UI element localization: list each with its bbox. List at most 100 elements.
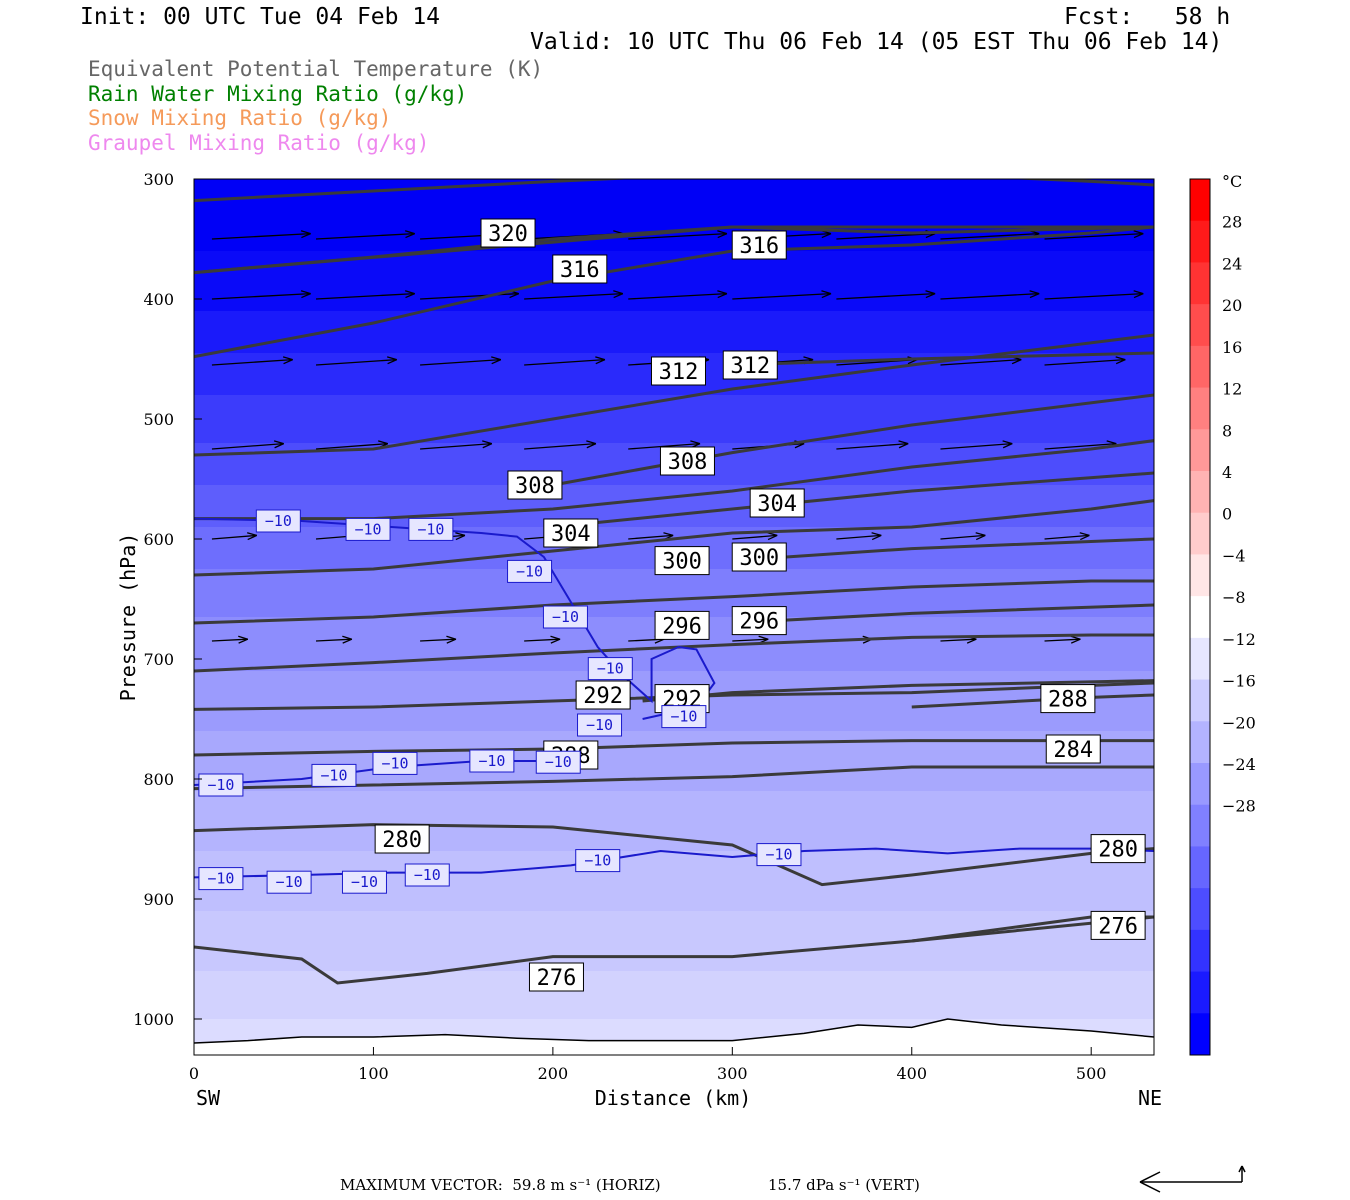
theta-e-label: 280 (374, 824, 430, 854)
svg-text:300: 300 (662, 550, 702, 575)
y-tick-label: 800 (143, 770, 174, 789)
wind-arrow (1044, 230, 1144, 240)
wind-arrow (836, 532, 882, 541)
legend-snow: Snow Mixing Ratio (g/kg) (88, 106, 392, 130)
temperature-shading (194, 179, 1154, 1055)
wind-arrow (211, 290, 311, 300)
theta-e-label: 316 (731, 230, 787, 260)
svg-text:288: 288 (1048, 688, 1088, 713)
colorbar-swatch (1190, 971, 1210, 1014)
svg-text:−10: −10 (478, 752, 505, 770)
theta-e-label: 308 (507, 470, 563, 500)
colorbar-tick-label: −28 (1222, 797, 1256, 816)
theta-e-label: 304 (543, 518, 599, 548)
minus10-label: −10 (542, 605, 588, 629)
wind-arrow (211, 635, 249, 644)
svg-text:−10: −10 (765, 846, 792, 864)
svg-text:−10: −10 (207, 870, 234, 888)
wind-arrow (524, 356, 606, 366)
wind-arrow (315, 230, 415, 240)
colorbar-swatch (1190, 596, 1210, 639)
temperature-band (194, 791, 1154, 852)
wind-arrow (211, 440, 284, 450)
svg-text:284: 284 (1053, 738, 1093, 763)
svg-text:276: 276 (1098, 914, 1138, 939)
temperature-band (194, 851, 1154, 912)
y-tick-label: 1000 (133, 1010, 174, 1029)
svg-text:−10: −10 (355, 520, 382, 538)
minus10-label: −10 (341, 870, 387, 894)
wind-arrow (1044, 356, 1126, 366)
svg-text:−10: −10 (320, 766, 347, 784)
theta-e-line (194, 179, 1154, 203)
svg-text:−10: −10 (584, 852, 611, 870)
colorbar-tick-label: −24 (1222, 755, 1256, 774)
wind-vectors (211, 230, 1144, 644)
colorbar-swatch (1190, 220, 1210, 263)
colorbar-swatch (1190, 804, 1210, 847)
theta-e-line (552, 471, 1154, 529)
theta-e-line (194, 765, 1154, 791)
svg-text:312: 312 (730, 354, 770, 379)
max-vector-vert: 15.7 dPa s⁻¹ (VERT) (768, 1176, 920, 1194)
temperature-band (194, 311, 1154, 354)
colorbar-tick-label: −4 (1222, 546, 1246, 565)
theta-e-line (732, 603, 1154, 625)
colorbar-swatch (1190, 345, 1210, 389)
colorbar-tick-label: −16 (1222, 672, 1256, 691)
colorbar-tick-label: 24 (1222, 254, 1242, 273)
theta-e-label: 296 (654, 610, 710, 640)
wind-arrow (211, 230, 311, 240)
colorbar-tick-label: 4 (1222, 463, 1232, 482)
minus10-label: −10 (311, 763, 357, 787)
colorbar-tick-label: 20 (1222, 296, 1242, 315)
colorbar-swatch (1190, 721, 1210, 764)
theta-e-line (732, 537, 1154, 563)
minus10-label: −10 (587, 657, 633, 681)
colorbar-tick-label: 28 (1222, 213, 1242, 232)
colorbar-swatch (1190, 304, 1210, 347)
legend-rain: Rain Water Mixing Ratio (g/kg) (88, 82, 468, 106)
svg-text:312: 312 (659, 360, 699, 385)
legend-graupel: Graupel Mixing Ratio (g/kg) (88, 131, 430, 155)
forecast-hour: Fcst: 58 h (1064, 4, 1231, 30)
theta-e-label: 316 (552, 254, 608, 284)
svg-text:−10: −10 (597, 660, 624, 678)
theta-e-label: 276 (528, 962, 584, 992)
wind-arrow (420, 635, 457, 644)
svg-text:−10: −10 (516, 562, 543, 580)
svg-text:296: 296 (662, 614, 702, 639)
minus10-label: −10 (198, 773, 244, 797)
theta-e-label: 312 (650, 356, 706, 386)
terrain (194, 1018, 1154, 1055)
y-axis-label: Pressure (hPa) (116, 533, 140, 702)
wind-arrow (524, 440, 597, 450)
temperature-band (194, 911, 1154, 972)
wind-arrow (628, 290, 728, 300)
x-tick-label: 500 (1076, 1064, 1107, 1083)
wind-arrow (1044, 532, 1090, 541)
minus10-label: −10 (577, 713, 623, 737)
wind-arrow (836, 290, 936, 300)
wind-arrow (836, 440, 909, 450)
wind-arrow (732, 290, 832, 300)
x-endpoint-sw: SW (196, 1086, 221, 1110)
reference-vector-icon (1139, 1165, 1246, 1193)
theta-e-line (194, 225, 1154, 275)
wind-arrow (315, 290, 415, 300)
valid-time: Valid: 10 UTC Thu 06 Feb 14 (05 EST Thu … (530, 29, 1223, 55)
minus10-label: −10 (255, 509, 301, 533)
minus10-label: −10 (404, 863, 450, 887)
svg-text:320: 320 (488, 222, 528, 247)
svg-text:300: 300 (739, 546, 779, 571)
minus10-label: −10 (575, 849, 621, 873)
theta-e-label: 300 (654, 546, 710, 576)
temperature-band (194, 395, 1154, 444)
minus10-label: −10 (345, 517, 391, 541)
colorbar-swatch (1190, 262, 1210, 305)
wind-arrow (524, 290, 624, 300)
minus10-label: −10 (661, 705, 707, 729)
y-tick-label: 300 (143, 170, 174, 189)
colorbar-swatch (1190, 179, 1210, 222)
svg-text:−10: −10 (414, 866, 441, 884)
